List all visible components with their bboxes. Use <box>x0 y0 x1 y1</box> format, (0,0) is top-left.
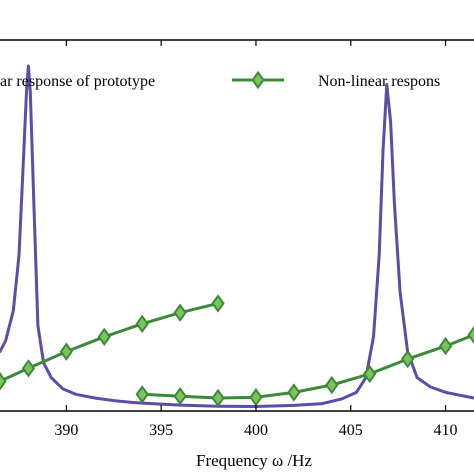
data-point <box>287 383 301 402</box>
data-point <box>173 386 187 406</box>
data-point <box>438 336 453 356</box>
data-point <box>325 375 339 395</box>
data-point <box>363 364 377 384</box>
x-tick-label: 400 <box>244 422 268 439</box>
data-point <box>211 294 225 313</box>
series-line <box>140 333 474 400</box>
legend-label: Non-linear respons <box>318 73 440 90</box>
data-point <box>97 327 111 347</box>
data-point <box>249 388 263 407</box>
data-point <box>135 385 149 404</box>
data-point <box>401 349 415 369</box>
data-point <box>467 325 474 345</box>
legend-swatch-marker <box>251 70 265 90</box>
x-tick-label: 410 <box>434 422 458 439</box>
plot-area <box>0 64 474 408</box>
data-point <box>0 372 7 391</box>
data-point <box>173 303 187 322</box>
data-point <box>211 388 225 408</box>
series-2 <box>0 294 474 408</box>
legend-label: ar response of prototype <box>0 73 155 90</box>
legend-item-2: Non-linear respons <box>232 70 440 90</box>
x-tick-label: 395 <box>149 422 173 439</box>
axes: 390 395 400 405 410 <box>0 39 474 439</box>
data-point <box>21 359 36 378</box>
x-axis-label: Frequency ω /Hz <box>196 451 312 470</box>
data-point <box>135 314 149 334</box>
data-point <box>59 342 73 361</box>
legend: ar response of prototype Non-linear respo… <box>0 70 440 90</box>
x-tick-label: 405 <box>339 422 363 439</box>
legend-item-1: ar response of prototype <box>0 73 155 90</box>
x-tick-label: 390 <box>54 422 78 439</box>
